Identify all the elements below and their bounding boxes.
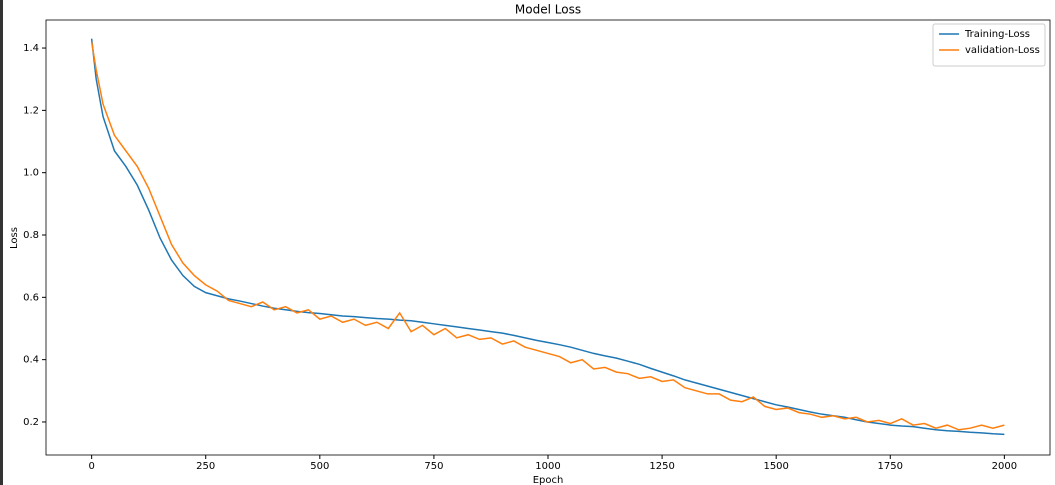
x-tick-label: 1750	[878, 461, 903, 472]
y-tick-label: 0.6	[23, 292, 39, 303]
legend: Training-Loss validation-Loss	[932, 23, 1046, 67]
y-axis-label: Loss	[9, 227, 20, 249]
window-edge	[0, 0, 3, 485]
y-tick-label: 1.4	[23, 43, 39, 54]
y-tick-label: 1.2	[23, 105, 39, 116]
x-tick-label: 1250	[649, 461, 674, 472]
x-tick-label: 500	[310, 461, 329, 472]
y-tick-label: 0.2	[23, 417, 39, 428]
line-series	[90, 38, 1005, 436]
legend-label: Training-Loss	[964, 29, 1030, 40]
x-tick-label: 250	[196, 461, 215, 472]
legend-label: validation-Loss	[965, 45, 1040, 56]
y-tick-label: 1.0	[23, 168, 39, 179]
legend-box	[932, 23, 1046, 67]
plot-frame	[45, 19, 1051, 456]
chart-title: Model Loss	[515, 3, 581, 17]
x-tick-label: 1500	[763, 461, 788, 472]
x-tick-label: 750	[424, 461, 443, 472]
line-series	[90, 41, 1005, 431]
x-tick-label: 2000	[992, 461, 1017, 472]
y-tick-label: 0.8	[23, 230, 39, 241]
y-tick-label: 0.4	[23, 355, 39, 366]
x-tick-label: 0	[88, 461, 94, 472]
x-axis-label: Epoch	[533, 475, 564, 485]
x-tick-label: 1000	[535, 461, 560, 472]
